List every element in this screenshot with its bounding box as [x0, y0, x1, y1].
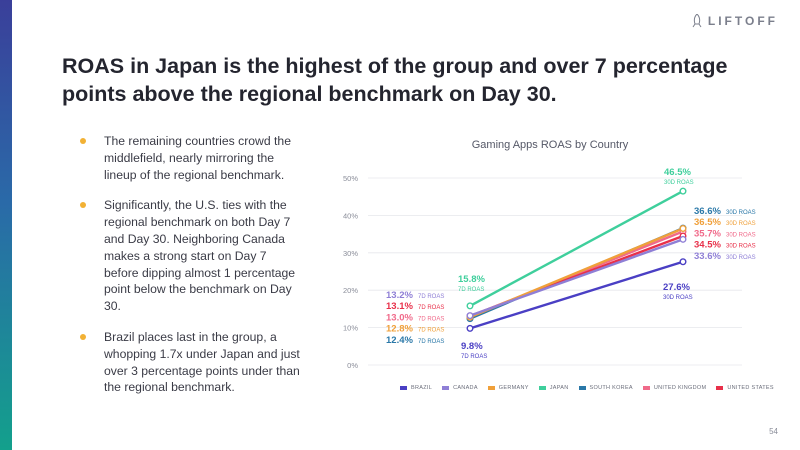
- legend-item-united-states: UNITED STATES: [716, 385, 774, 391]
- y-tick-label: 40%: [343, 211, 358, 220]
- bullet-item: The remaining countries crowd the middle…: [78, 133, 303, 183]
- day7-label-canada-value: 13.2%: [386, 290, 413, 301]
- y-tick-label: 20%: [343, 286, 358, 295]
- page-title: ROAS in Japan is the highest of the grou…: [62, 54, 728, 106]
- bullet-item: Significantly, the U.S. ties with the re…: [78, 197, 303, 315]
- legend-swatch: [538, 386, 546, 390]
- day7-label-canada-tag: 7D ROAS: [418, 294, 444, 300]
- rocket-icon: [692, 14, 702, 28]
- legend-label: UNITED KINGDOM: [653, 385, 707, 391]
- legend-label: GERMANY: [498, 385, 529, 391]
- day30-label-japan-value: 46.5%: [664, 167, 691, 178]
- legend-label: JAPAN: [549, 385, 569, 391]
- day30-label-japan-tag: 30D ROAS: [664, 180, 694, 186]
- chart-title: Gaming Apps ROAS by Country: [471, 139, 629, 151]
- day30-label-united-kingdom-tag: 30D ROAS: [726, 232, 756, 238]
- day30-label-germany-tag: 30D ROAS: [726, 221, 756, 227]
- data-point: [679, 224, 687, 232]
- day30-label-canada-tag: 30D ROAS: [726, 255, 756, 261]
- side-accent-bar: [0, 0, 12, 450]
- y-tick-label: 50%: [343, 174, 358, 183]
- day30-label-germany-value: 36.5%: [694, 217, 721, 228]
- page-number: 54: [769, 427, 778, 436]
- brand-logo: LIFTOFF: [692, 14, 778, 28]
- day7-label-united-kingdom-tag: 7D ROAS: [418, 316, 444, 322]
- legend-item-brazil: BRAZIL: [400, 385, 432, 391]
- legend-label: CANADA: [453, 385, 478, 391]
- data-point: [679, 235, 687, 243]
- legend-item-south-korea: SOUTH KOREA: [578, 385, 633, 391]
- legend-label: UNITED STATES: [727, 385, 774, 391]
- day30-label-brazil-tag: 30D ROAS: [663, 295, 693, 301]
- day7-label-south-korea-value: 12.4%: [386, 335, 413, 346]
- legend-item-germany: GERMANY: [487, 385, 529, 391]
- day7-label-south-korea-tag: 7D ROAS: [418, 339, 444, 345]
- legend-swatch: [716, 386, 724, 390]
- day30-label-united-states-tag: 30D ROAS: [726, 244, 756, 250]
- legend-swatch: [487, 386, 495, 390]
- day7-label-japan-value: 15.8%: [458, 274, 485, 285]
- day7-label-germany-value: 12.8%: [386, 324, 413, 335]
- y-tick-label: 30%: [343, 249, 358, 258]
- legend-item-canada: CANADA: [442, 385, 478, 391]
- brand-name: LIFTOFF: [707, 14, 778, 28]
- day7-label-brazil-tag: 7D ROAS: [461, 354, 487, 360]
- day30-label-brazil-value: 27.6%: [663, 282, 690, 293]
- bullet-item: Brazil places last in the group, a whopp…: [78, 329, 303, 396]
- series-line-canada: [468, 238, 685, 317]
- data-point: [679, 258, 687, 266]
- legend-swatch: [642, 386, 650, 390]
- day7-label-united-states-tag: 7D ROAS: [418, 305, 444, 311]
- legend-item-united-kingdom: UNITED KINGDOM: [642, 385, 707, 391]
- y-tick-label: 0%: [347, 361, 358, 370]
- day7-label-united-kingdom-value: 13.0%: [386, 312, 413, 323]
- legend-label: SOUTH KOREA: [589, 385, 633, 391]
- legend-item-japan: JAPAN: [538, 385, 569, 391]
- legend-swatch: [442, 386, 450, 390]
- day30-label-south-korea-value: 36.6%: [694, 206, 721, 217]
- legend-swatch: [400, 386, 407, 390]
- day30-label-south-korea-tag: 30D ROAS: [726, 210, 756, 216]
- y-tick-label: 10%: [343, 324, 358, 333]
- day7-label-brazil-value: 9.8%: [461, 341, 483, 352]
- data-point: [466, 324, 474, 332]
- bullet-list: The remaining countries crowd the middle…: [78, 133, 303, 410]
- chart-legend: BRAZIL CANADA GERMANY JAPAN SOUTH KOREA UNITE…: [400, 385, 774, 391]
- day7-label-japan-tag: 7D ROAS: [458, 287, 484, 293]
- day7-label-united-states-value: 13.1%: [386, 301, 413, 312]
- series-line-brazil: [468, 260, 685, 330]
- data-point: [679, 187, 687, 195]
- legend-swatch: [578, 386, 586, 390]
- day30-label-canada-value: 33.6%: [694, 251, 721, 262]
- day30-label-united-kingdom-value: 35.7%: [694, 228, 721, 239]
- series-line-japan: [468, 189, 685, 308]
- day7-label-germany-tag: 7D ROAS: [418, 328, 444, 334]
- data-point: [466, 312, 474, 320]
- day30-label-united-states-value: 34.5%: [694, 240, 721, 251]
- legend-label: BRAZIL: [411, 385, 433, 391]
- data-point: [466, 302, 474, 310]
